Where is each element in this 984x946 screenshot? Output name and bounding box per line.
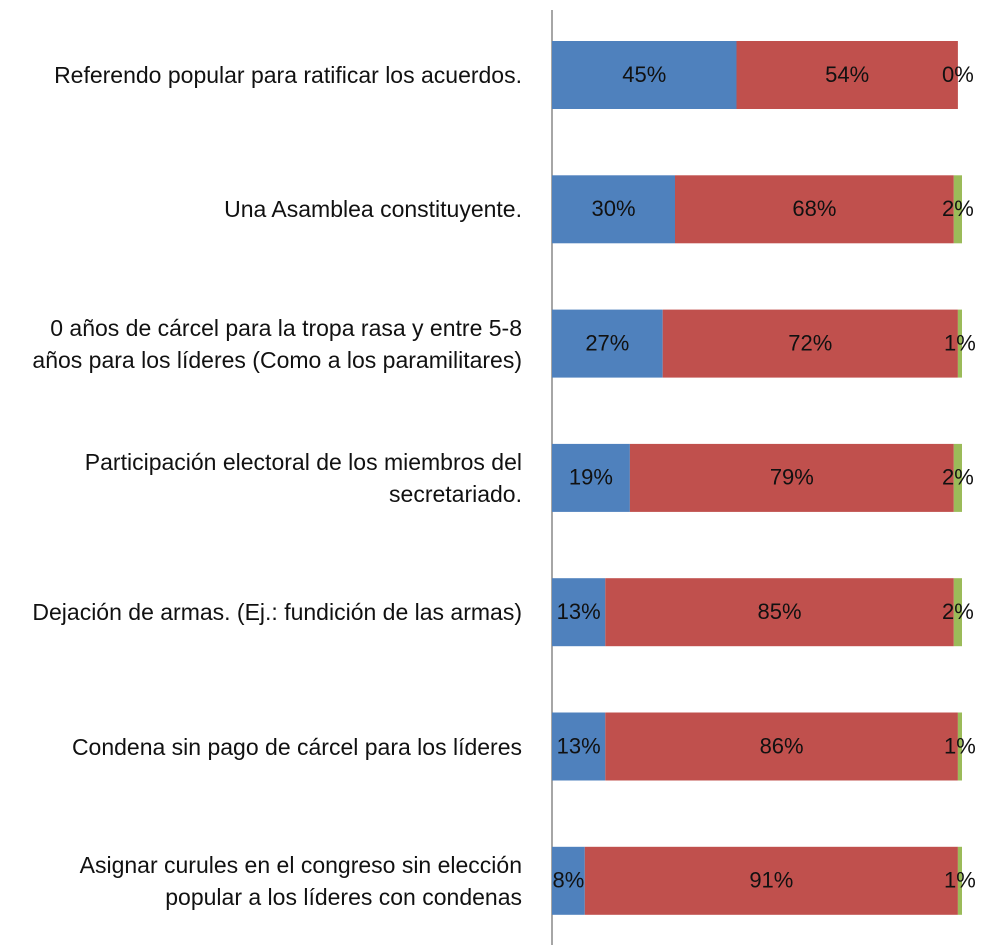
bar-segment bbox=[953, 578, 962, 647]
category-label-box: Dejación de armas. (Ej.: fundición de la… bbox=[0, 547, 522, 677]
data-label: 1% bbox=[944, 330, 976, 355]
bar-segment bbox=[662, 309, 958, 378]
bar-segment bbox=[957, 846, 962, 915]
category-label-box: Una Asamblea constituyente. bbox=[0, 144, 522, 274]
bar-segment bbox=[957, 309, 962, 378]
data-label: 85% bbox=[758, 599, 802, 624]
data-label: 79% bbox=[770, 465, 814, 490]
data-label: 13% bbox=[557, 599, 601, 624]
data-label: 54% bbox=[825, 62, 869, 87]
data-label: 91% bbox=[749, 868, 793, 893]
bar-segment bbox=[552, 712, 606, 781]
data-label: 27% bbox=[585, 330, 629, 355]
bar-segment bbox=[552, 578, 606, 647]
category-label: Referendo popular para ratificar los acu… bbox=[54, 62, 522, 88]
category-label: Asignar curules en el congreso sin elecc… bbox=[79, 851, 522, 910]
bar-segment bbox=[629, 443, 954, 512]
data-label: 2% bbox=[942, 465, 974, 490]
bar-segment bbox=[552, 309, 663, 378]
category-label: Una Asamblea constituyente. bbox=[224, 196, 522, 223]
data-label: 2% bbox=[942, 599, 974, 624]
bar-segment bbox=[552, 41, 737, 109]
bar-segment bbox=[605, 712, 958, 781]
data-label: 19% bbox=[569, 465, 613, 490]
data-label: 8% bbox=[553, 868, 585, 893]
bar-segment bbox=[736, 41, 958, 109]
data-label: 13% bbox=[557, 733, 601, 758]
bar-segment bbox=[675, 175, 954, 244]
data-label: 1% bbox=[944, 868, 976, 893]
bar-segment bbox=[552, 443, 630, 512]
data-label: 0% bbox=[942, 62, 974, 87]
data-label: 68% bbox=[792, 196, 836, 221]
bar-segment bbox=[605, 578, 954, 647]
bar-segment bbox=[552, 846, 585, 915]
category-label: 0 años de cárcel para la tropa rasa y en… bbox=[32, 314, 522, 373]
category-label: Dejación de armas. (Ej.: fundición de la… bbox=[32, 599, 522, 626]
category-label: Participación electoral de los miembros … bbox=[84, 448, 522, 507]
data-label: 2% bbox=[942, 196, 974, 221]
bar-segment bbox=[953, 443, 962, 512]
data-label: 1% bbox=[944, 733, 976, 758]
data-label: 72% bbox=[788, 330, 832, 355]
category-label: Condena sin pago de cárcel para los líde… bbox=[71, 733, 522, 760]
category-label-box: Participación electoral de los miembros … bbox=[0, 413, 522, 543]
bar-segment bbox=[957, 712, 962, 781]
category-label-box: Condena sin pago de cárcel para los líde… bbox=[0, 682, 522, 812]
category-label-box: Referendo popular para ratificar los acu… bbox=[0, 10, 522, 140]
bar-segment bbox=[953, 175, 962, 244]
data-label: 45% bbox=[622, 62, 666, 87]
data-label: 30% bbox=[591, 196, 635, 221]
bar-segment bbox=[584, 846, 958, 915]
bar-segment bbox=[552, 175, 675, 244]
category-label-box: Asignar curules en el congreso sin elecc… bbox=[0, 816, 522, 946]
category-label-box: 0 años de cárcel para la tropa rasa y en… bbox=[0, 279, 522, 409]
data-label: 86% bbox=[760, 733, 804, 758]
